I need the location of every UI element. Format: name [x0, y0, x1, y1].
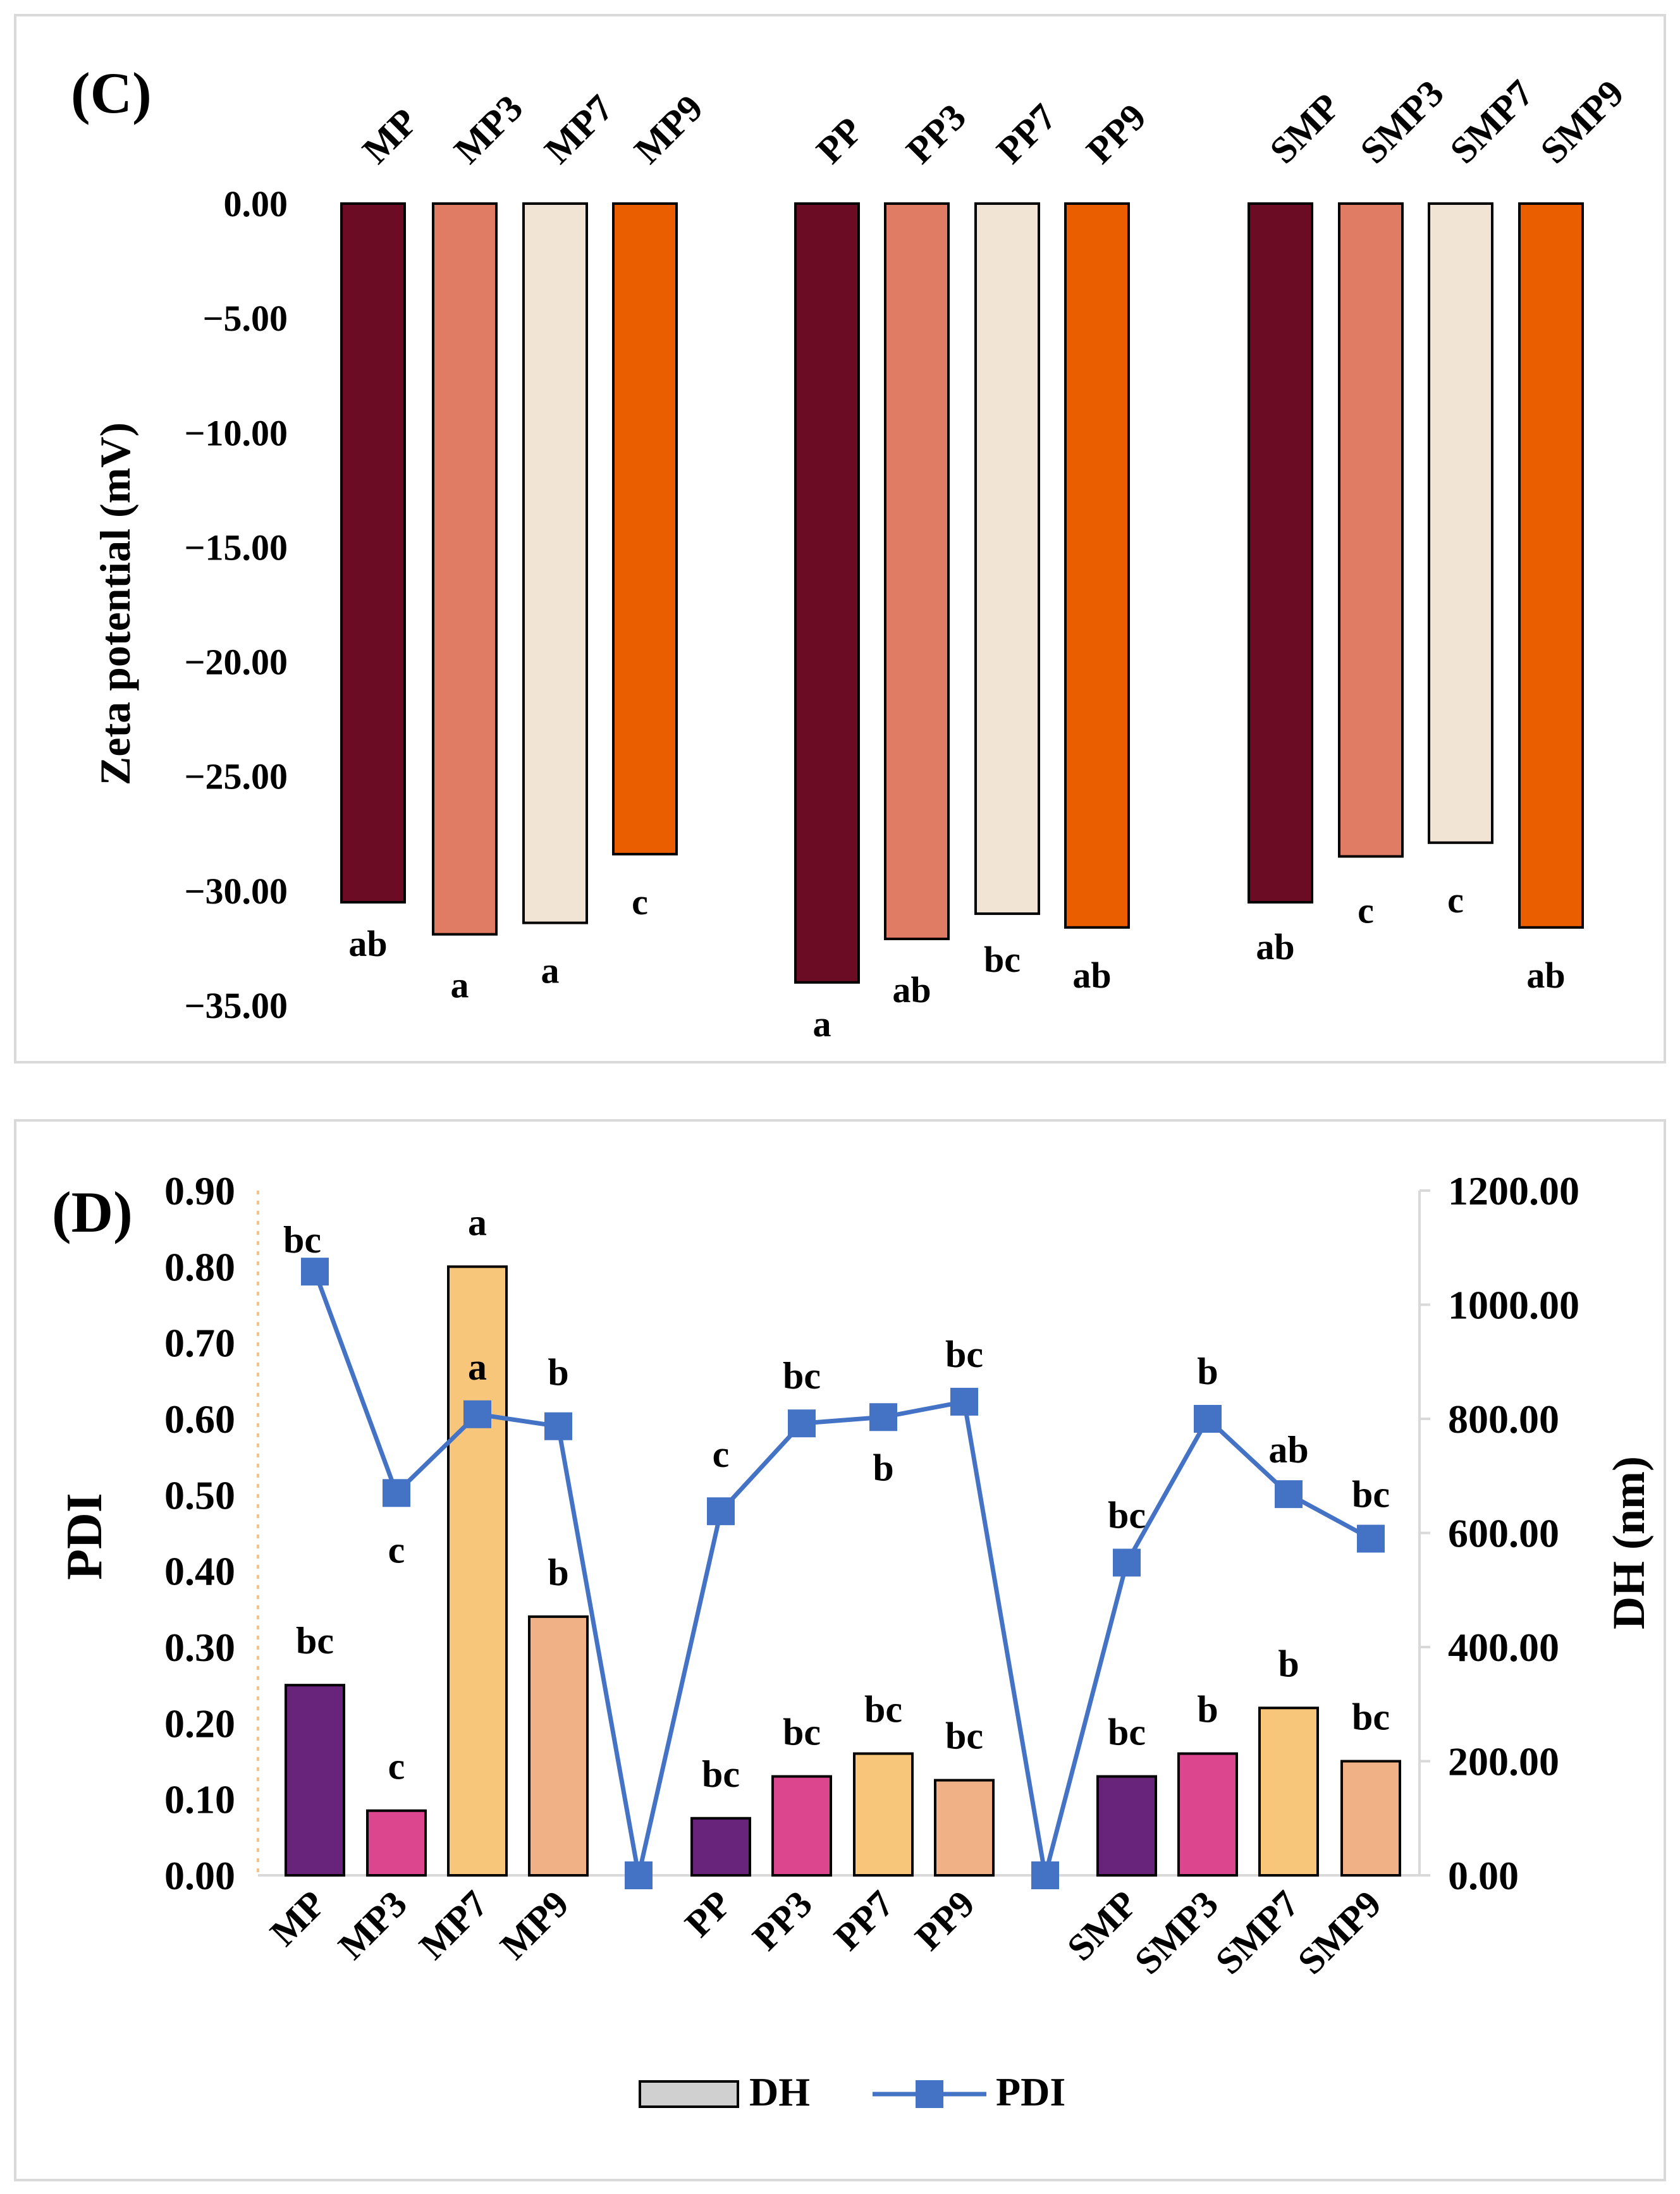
significance-letter: c: [632, 881, 648, 922]
y-axis-title: Zeta potential (mV): [91, 422, 139, 785]
y-tick-label: −35.00: [184, 985, 288, 1026]
bar-pp3[interactable]: [884, 202, 950, 940]
category-label: SMP9: [1533, 72, 1632, 171]
category-label: SMP7: [1442, 72, 1542, 171]
category-label: PP9: [1079, 95, 1155, 171]
significance-letter: a: [451, 965, 469, 1006]
category-label: MP7: [537, 87, 622, 171]
y-tick-label: −30.00: [184, 871, 288, 912]
category-label: PP: [809, 109, 871, 172]
significance-letter: c: [1447, 879, 1464, 921]
panel-d-frame: [14, 1119, 1666, 2181]
bar-smp7[interactable]: [1428, 202, 1493, 844]
bar-smp3[interactable]: [1338, 202, 1404, 858]
category-label: MP: [355, 101, 426, 172]
significance-letter: ab: [1072, 955, 1111, 996]
significance-letter: bc: [984, 939, 1021, 980]
y-tick-label: −15.00: [184, 527, 288, 568]
significance-letter: a: [541, 950, 560, 991]
significance-letter: ab: [348, 923, 387, 964]
significance-letter: a: [813, 1003, 831, 1045]
significance-letter: ab: [1526, 955, 1565, 996]
category-label: SMP: [1262, 85, 1348, 171]
significance-letter: ab: [1256, 926, 1294, 967]
bar-pp7[interactable]: [974, 202, 1040, 916]
bar-mp3[interactable]: [432, 202, 498, 936]
bar-pp[interactable]: [794, 202, 860, 984]
category-label: PP3: [898, 95, 974, 171]
y-tick-label: 0.00: [224, 183, 288, 224]
category-label: MP3: [446, 87, 531, 171]
y-tick-label: −25.00: [184, 756, 288, 797]
bar-mp7[interactable]: [522, 202, 588, 924]
bar-pp9[interactable]: [1064, 202, 1130, 929]
zeta-potential-chart: (C) Zeta potential (mV) 0.00 −5.00 −10.00 −…: [71, 61, 1632, 1045]
panel-label-c: (C): [71, 61, 152, 125]
bar-smp[interactable]: [1248, 202, 1313, 904]
y-tick-label: −10.00: [184, 412, 288, 453]
bar-mp[interactable]: [340, 202, 406, 904]
bar-mp9[interactable]: [612, 202, 678, 855]
category-label: SMP3: [1352, 72, 1452, 171]
significance-letter: c: [1358, 890, 1374, 931]
category-label: MP9: [627, 87, 711, 171]
category-label: PP7: [989, 95, 1065, 171]
bar-smp9[interactable]: [1518, 202, 1584, 929]
y-tick-label: −5.00: [202, 298, 288, 339]
significance-letter: ab: [892, 969, 931, 1010]
y-tick-label: −20.00: [184, 642, 288, 683]
